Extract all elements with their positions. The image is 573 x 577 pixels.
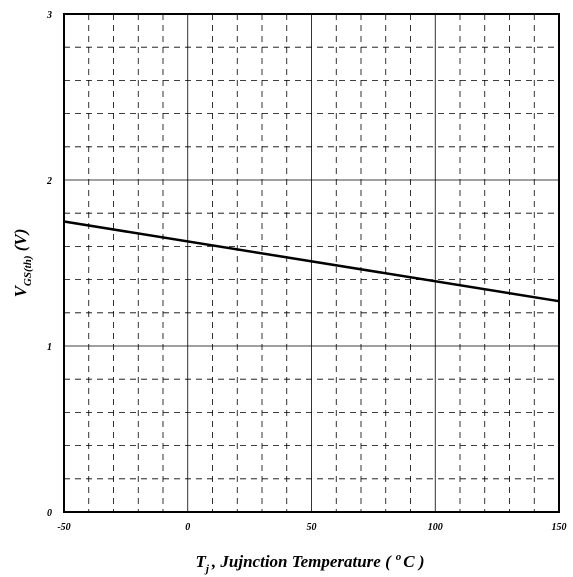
plot-frame — [63, 13, 560, 513]
series-layer — [63, 220, 560, 303]
y-axis-title: VGS(th) (V) — [11, 229, 34, 298]
x-title-main: T — [195, 552, 206, 571]
x-title-unit: C ) — [403, 552, 424, 571]
y-tick-label: 1 — [47, 342, 52, 353]
y-title-main: V — [11, 284, 30, 297]
x-axis-title: Tj, Jujnction Temperature ( o C ) — [195, 551, 424, 575]
y-title-sub: GS(th) — [22, 256, 34, 287]
x-title-sup: o — [396, 551, 402, 563]
x-tick-label: 0 — [185, 522, 190, 533]
x-tick-label: -50 — [57, 522, 70, 533]
y-tick-labels: 0 1 2 3 — [46, 10, 52, 519]
x-tick-label: 50 — [307, 522, 317, 533]
x-title-sub: j — [204, 563, 210, 575]
x-tick-label: 100 — [428, 522, 443, 533]
minor-gridlines — [64, 14, 559, 512]
y-tick-label: 3 — [46, 10, 52, 21]
y-title-unit: (V) — [11, 229, 30, 256]
x-tick-label: 150 — [552, 522, 567, 533]
y-tick-label: 2 — [46, 176, 52, 187]
vgs-th-series-line — [63, 220, 560, 303]
y-tick-label: 0 — [47, 508, 52, 519]
x-tick-labels: -50 0 50 100 150 — [57, 522, 566, 533]
x-title-rest: , Jujnction Temperature ( — [211, 552, 392, 571]
